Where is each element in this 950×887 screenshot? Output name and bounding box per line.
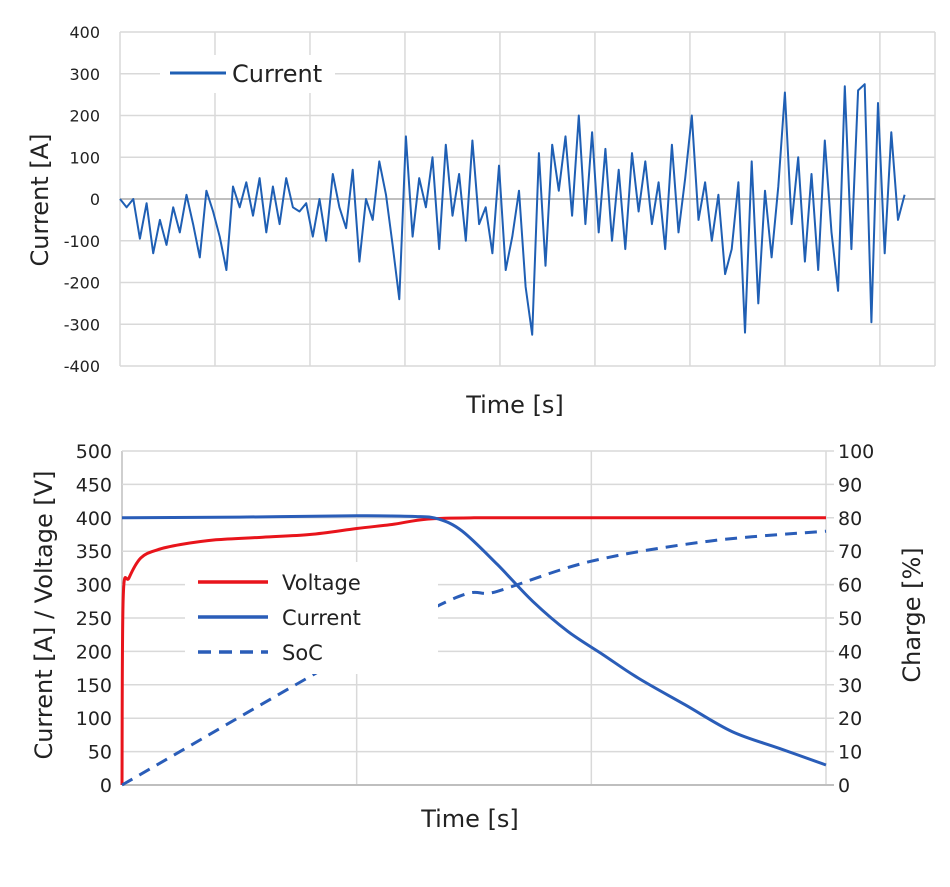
y-tick-label: -200 [64, 274, 100, 293]
y2-tick-label: 70 [838, 541, 862, 563]
y-tick-label: 250 [76, 608, 112, 630]
y-tick-label: 450 [76, 474, 112, 496]
y-tick-label: 0 [90, 190, 100, 209]
y2-tick-label: 30 [838, 675, 862, 697]
y-tick-label: 350 [76, 541, 112, 563]
y-tick-label: 200 [69, 107, 100, 126]
voltage-series-line [120, 516, 826, 786]
legend-soc-label: SoC [282, 641, 323, 665]
y-tick-label: 50 [88, 742, 112, 764]
y2-tick-label: 80 [838, 508, 862, 530]
y-tick-label: 0 [100, 775, 112, 797]
charge-chart: 5004504003503002502001501005001009080706… [76, 441, 875, 797]
legend-voltage-label: Voltage [282, 571, 361, 595]
y-tick-label: 100 [69, 148, 100, 167]
y-tick-label: 300 [76, 575, 112, 597]
current-series-line [121, 514, 827, 767]
y-tick-label: -400 [64, 357, 100, 376]
y-tick-label: 400 [69, 23, 100, 42]
y2-tick-label: 50 [838, 608, 862, 630]
y2-tick-label: 10 [838, 742, 862, 764]
y2-tick-label: 60 [838, 575, 862, 597]
y-tick-label: 500 [76, 441, 112, 463]
y-tick-label: -100 [64, 232, 100, 251]
bottom-x-axis-title: Time [s] [420, 805, 519, 833]
y2-tick-label: 20 [838, 708, 862, 730]
y2-tick-label: 90 [838, 474, 862, 496]
y-tick-label: 200 [76, 641, 112, 663]
y2-tick-label: 0 [838, 775, 850, 797]
y2-tick-label: 100 [838, 441, 874, 463]
y-tick-label: 150 [76, 675, 112, 697]
top-x-axis-title: Time [s] [465, 391, 564, 419]
current-series-line [119, 83, 906, 336]
top-y-axis-title: Current [A] [26, 134, 54, 267]
y2-tick-label: 40 [838, 641, 862, 663]
y-tick-label: 300 [69, 65, 100, 84]
y-tick-label: 400 [76, 508, 112, 530]
legend-current-label: Current [282, 606, 361, 630]
y-tick-label: 100 [76, 708, 112, 730]
soc-series-line [121, 529, 827, 787]
legend-current-label: Current [232, 60, 322, 88]
bottom-y-axis-title: Current [A] / Voltage [V] [30, 470, 58, 759]
y-tick-label: -300 [64, 315, 100, 334]
current-chart: 400 300 200 100 0 -100 -200 -300 -400 Current [64, 23, 936, 376]
bottom-y2-axis-title: Charge [%] [898, 547, 926, 682]
